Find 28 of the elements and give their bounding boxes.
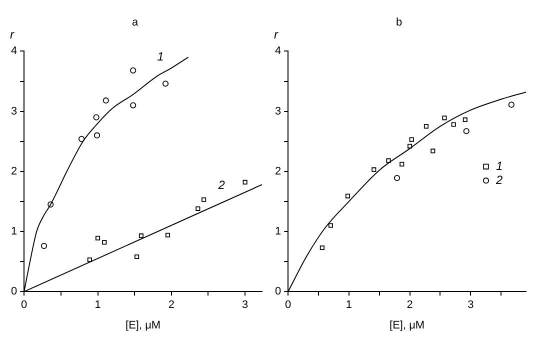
y-tick-label: 4 <box>10 45 18 58</box>
y-tick-label: 3 <box>10 105 18 118</box>
x-axis-title: [E], μM <box>390 319 425 332</box>
y-axis-title: r <box>274 28 279 42</box>
legend-label: 1 <box>496 158 503 173</box>
y-tick-label: 1 <box>274 226 282 238</box>
x-axis-title: [E], μM <box>126 319 161 332</box>
x-tick-label: 3 <box>468 299 474 312</box>
x-tick-label: 3 <box>242 299 248 312</box>
y-tick-label: 1 <box>10 226 18 238</box>
y-tick-label: 2 <box>274 165 282 178</box>
x-tick-label: 1 <box>94 299 101 312</box>
y-tick-label: 3 <box>274 105 282 118</box>
x-tick-label: 0 <box>285 299 292 312</box>
legend-label: 2 <box>495 172 503 187</box>
y-axis-title: r <box>10 28 15 42</box>
series-label: 1 <box>157 50 164 64</box>
chart-title: a <box>132 16 139 29</box>
series-label: 2 <box>217 178 226 192</box>
x-tick-label: 2 <box>168 299 174 312</box>
y-tick-label: 0 <box>274 286 282 298</box>
y-tick-label: 4 <box>274 45 282 58</box>
x-tick-label: 0 <box>21 299 28 312</box>
y-tick-label: 0 <box>10 286 18 298</box>
x-tick-label: 1 <box>346 299 352 312</box>
y-tick-label: 2 <box>10 165 18 178</box>
chart-title: b <box>396 16 402 29</box>
x-tick-label: 2 <box>406 299 413 312</box>
